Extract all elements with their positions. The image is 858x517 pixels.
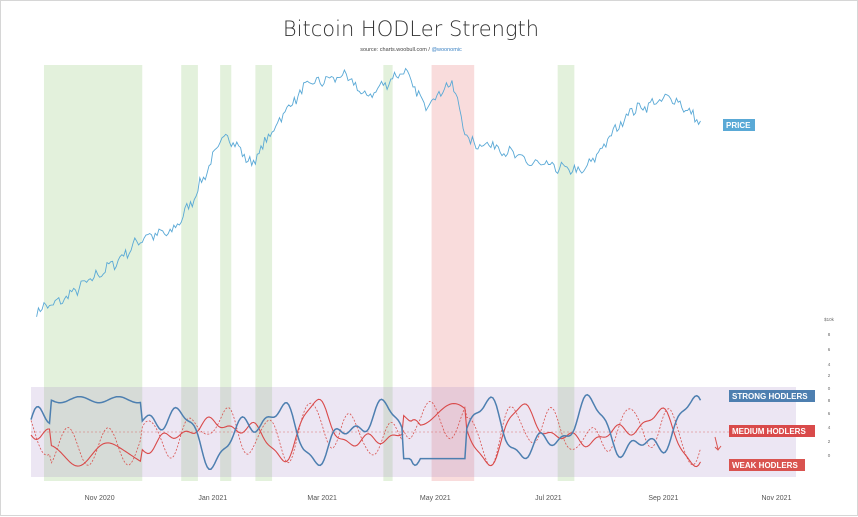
strong-hodlers-series-line [30,393,702,470]
x-tick-label-2: Mar 2021 [307,495,337,502]
green-band-1 [181,65,198,481]
highlight-bands [43,65,575,481]
oscillator-axis-tick-6: 8 [828,398,831,403]
oscillator-axis-tick-1: 8 [828,332,831,337]
chart-source: source: charts.woobull.com / @woonomic [360,47,462,53]
red-band-0 [431,65,475,481]
strong-hodlers-label-background [729,390,815,402]
green-band-5 [557,65,575,481]
medium-hodlers-series-line [30,398,701,468]
price-label-text: PRICE [726,121,751,130]
weak-hodlers-arrow-icon [714,436,722,451]
oscillator-axis-tick-5: 0 [828,386,831,391]
price-series-line [36,67,701,317]
oscillator-axis-ticks: $10k 8 6 4 2 0 8 6 4 2 0 [824,317,835,458]
oscillator-axis-tick-0: $10k [824,317,835,322]
x-tick-label-4: Jul 2021 [535,495,562,502]
oscillator-axis-tick-8: 4 [828,425,831,430]
chart-title: Bitcoin HODLer Strength [283,17,539,41]
strong-hodlers-label: STRONG HODLERS [729,390,815,402]
oscillator-axis-tick-2: 6 [828,347,831,352]
green-band-0 [43,65,143,481]
weak-hodlers-label-background [729,459,805,471]
oscillator-axis-tick-7: 6 [828,411,831,416]
oscillator-axis-tick-4: 2 [828,373,831,378]
strong-hodlers-label-text: STRONG HODLERS [732,392,808,401]
x-tick-label-3: May 2021 [420,495,451,502]
green-band-3 [255,65,273,481]
source-handle[interactable]: @woonomic [431,47,462,53]
source-prefix: source: charts.woobull.com / [360,47,431,53]
x-tick-label-6: Nov 2021 [762,495,792,502]
x-tick-label-1: Jan 2021 [198,495,227,502]
price-label: PRICE [723,119,755,131]
price-label-background [723,119,755,131]
oscillator-axis-tick-9: 2 [828,439,831,444]
green-band-2 [220,65,232,481]
x-tick-label-0: Nov 2020 [85,495,115,502]
weak-hodlers-label-text: WEAK HODLERS [732,461,798,470]
weak-hodlers-series-line [30,400,701,467]
green-band-4 [383,65,393,481]
x-tick-label-5: Sep 2021 [648,495,678,502]
weak-hodlers-label: WEAK HODLERS [729,459,805,471]
x-axis-ticks: Nov 2020 Jan 2021 Mar 2021 May 2021 Jul 2021… [85,495,792,502]
medium-hodlers-label: MEDIUM HODLERS [729,425,815,437]
medium-hodlers-label-background [729,425,815,437]
oscillator-axis-tick-10: 0 [828,453,831,458]
medium-hodlers-label-text: MEDIUM HODLERS [732,427,806,436]
oscillator-axis-tick-3: 4 [828,362,831,367]
